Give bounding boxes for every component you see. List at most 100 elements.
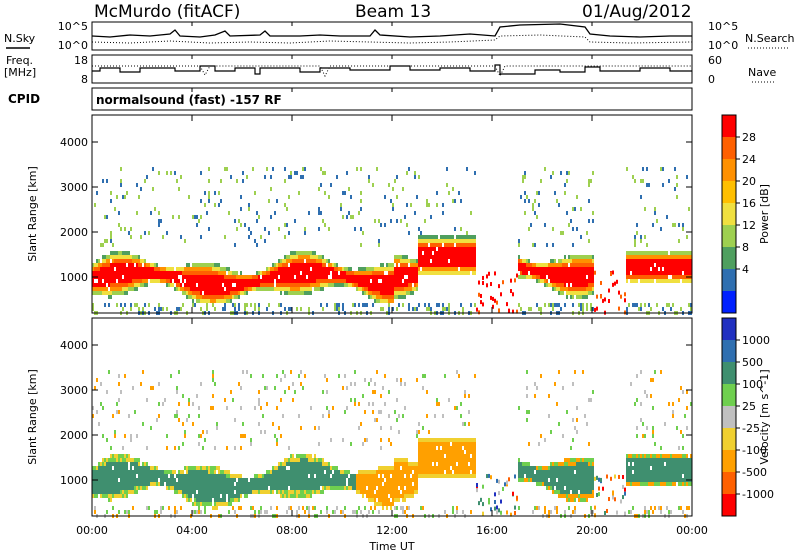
heat-cell xyxy=(354,271,356,275)
heat-cell xyxy=(210,466,212,470)
heat-cell xyxy=(632,263,634,267)
heat-cell xyxy=(360,267,362,271)
heat-cell xyxy=(298,255,300,259)
heat-cell xyxy=(542,474,544,478)
heat-cell xyxy=(566,470,568,474)
heat-cell xyxy=(650,263,652,267)
heat-cell xyxy=(398,295,400,299)
heat-cell xyxy=(230,271,232,275)
heat-cell xyxy=(564,279,566,283)
heat-cell xyxy=(520,462,522,466)
heat-cell xyxy=(252,490,254,494)
heat-cell xyxy=(168,279,170,283)
heat-cell xyxy=(104,303,106,307)
heat-cell xyxy=(284,470,286,474)
heat-cell xyxy=(422,386,424,390)
heat-cell xyxy=(576,291,578,295)
heat-cell xyxy=(316,287,318,291)
heat-cell xyxy=(248,275,250,279)
heat-cell xyxy=(226,474,228,478)
heat-cell xyxy=(190,466,192,470)
heat-cell xyxy=(152,482,154,486)
heat-cell xyxy=(316,486,318,490)
heat-cell xyxy=(560,474,562,478)
heat-cell xyxy=(236,279,238,283)
heat-cell xyxy=(200,263,202,267)
heat-cell xyxy=(408,307,410,311)
heat-cell xyxy=(336,506,338,510)
heat-cell xyxy=(166,486,168,490)
heat-cell xyxy=(472,438,474,442)
heat-cell xyxy=(458,466,460,470)
heat-cell xyxy=(674,187,676,191)
heat-cell xyxy=(574,255,576,259)
heat-cell xyxy=(112,291,114,295)
heat-cell xyxy=(148,303,150,307)
heat-cell xyxy=(234,275,236,279)
heat-cell xyxy=(432,474,434,478)
heat-cell xyxy=(428,303,430,307)
heat-cell xyxy=(538,279,540,283)
heat-cell xyxy=(634,239,636,243)
heat-cell xyxy=(184,466,186,470)
heat-cell xyxy=(356,167,358,171)
heat-cell xyxy=(106,478,108,482)
heat-cell xyxy=(170,474,172,478)
heat-cell xyxy=(302,255,304,259)
heat-cell xyxy=(110,199,112,203)
heat-cell xyxy=(466,462,468,466)
heat-cell xyxy=(222,482,224,486)
heat-cell xyxy=(472,247,474,251)
heat-cell xyxy=(282,490,284,494)
heat-cell xyxy=(338,478,340,482)
heat-cell xyxy=(136,263,138,267)
heat-cell xyxy=(302,167,304,171)
heat-cell xyxy=(458,374,460,378)
heat-cell xyxy=(108,303,110,307)
heat-cell xyxy=(558,370,560,374)
heat-cell xyxy=(174,287,176,291)
heat-cell xyxy=(124,259,126,263)
heat-cell xyxy=(366,275,368,279)
heat-cell xyxy=(132,267,134,271)
heat-cell xyxy=(536,275,538,279)
heat-cell xyxy=(682,259,684,263)
heat-cell xyxy=(424,263,426,267)
heat-cell xyxy=(412,486,414,490)
heat-cell xyxy=(674,279,676,283)
heat-cell xyxy=(152,279,154,283)
heat-cell xyxy=(558,494,560,498)
heat-cell xyxy=(108,283,110,287)
heat-cell xyxy=(454,470,456,474)
heat-cell xyxy=(248,283,250,287)
heat-cell xyxy=(254,191,256,195)
heat-cell xyxy=(92,474,94,478)
heat-cell xyxy=(472,446,474,450)
heat-cell xyxy=(382,307,384,311)
freq-left-tick-bottom: 8 xyxy=(81,73,88,86)
heat-cell xyxy=(282,259,284,263)
heat-cell xyxy=(96,287,98,291)
heat-cell xyxy=(668,267,670,271)
heat-cell xyxy=(448,243,450,247)
heat-cell xyxy=(328,462,330,466)
heat-cell xyxy=(590,255,592,259)
heat-cell xyxy=(440,454,442,458)
heat-cell xyxy=(284,466,286,470)
heat-cell xyxy=(344,410,346,414)
heat-cell xyxy=(106,490,108,494)
heat-cell xyxy=(450,243,452,247)
heat-cell xyxy=(440,466,442,470)
heat-cell xyxy=(324,486,326,490)
heat-cell xyxy=(562,279,564,283)
heat-cell xyxy=(140,470,142,474)
heat-cell xyxy=(452,474,454,478)
heat-cell xyxy=(430,235,432,239)
heat-cell xyxy=(406,271,408,275)
heat-cell xyxy=(152,386,154,390)
heat-cell xyxy=(278,486,280,490)
heat-cell xyxy=(360,271,362,275)
heat-cell xyxy=(566,486,568,490)
heat-cell xyxy=(414,175,416,179)
heat-cell xyxy=(640,239,642,243)
